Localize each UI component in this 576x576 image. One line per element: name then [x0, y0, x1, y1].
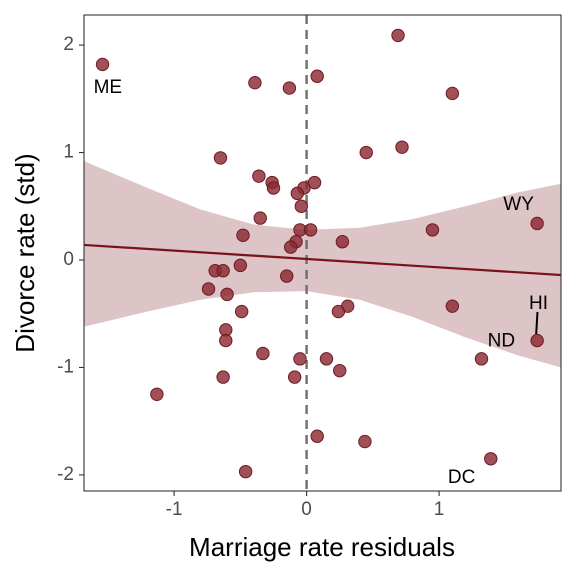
- data-point: [252, 169, 266, 183]
- data-point: [310, 429, 324, 443]
- point-label-wy: WY: [503, 194, 534, 215]
- data-point-nd: [474, 352, 489, 366]
- x-axis-title: Marriage rate residuals: [189, 532, 455, 562]
- y-tick-label: 1: [63, 142, 74, 163]
- y-tick-label: -1: [57, 356, 74, 377]
- data-point: [266, 181, 281, 195]
- y-tick-label: 0: [63, 249, 74, 270]
- y-tick-label: 2: [63, 34, 74, 55]
- hi-label-connector: [535, 311, 539, 335]
- point-label-nd: ND: [488, 331, 515, 352]
- data-point: [253, 211, 267, 225]
- data-point: [234, 304, 249, 319]
- regression-line: [84, 243, 561, 277]
- x-tick-label: 1: [434, 499, 445, 520]
- y-tick-label: -2: [57, 464, 74, 485]
- data-point-me: [95, 57, 110, 72]
- data-point-wy: [530, 216, 544, 231]
- data-point: [445, 86, 460, 101]
- data-point: [294, 199, 308, 213]
- data-point: [310, 69, 324, 83]
- data-point: [216, 264, 230, 278]
- panel-border: [83, 14, 562, 492]
- point-label-hi: HI: [529, 293, 548, 314]
- data-point: [333, 363, 347, 378]
- data-point: [280, 269, 294, 283]
- data-point: [220, 287, 234, 302]
- data-point: [238, 464, 253, 479]
- data-point: [256, 346, 270, 361]
- data-point: [425, 223, 440, 237]
- data-point: [358, 434, 372, 449]
- data-point: [248, 75, 262, 90]
- data-point: [290, 186, 305, 201]
- data-point: [282, 81, 297, 95]
- data-point: [445, 299, 460, 313]
- data-point: [287, 370, 302, 384]
- x-tick-label: 0: [301, 499, 312, 520]
- data-point: [216, 370, 230, 384]
- plot-area: ME WY HI ND DC: [84, 15, 561, 491]
- data-point: [391, 28, 405, 43]
- confidence-band: [84, 161, 561, 368]
- data-point-hi: [530, 333, 544, 348]
- x-tick-label: -1: [166, 499, 183, 520]
- y-axis-title: Divorce rate (std): [10, 153, 40, 352]
- data-point: [284, 240, 298, 254]
- point-label-me: ME: [94, 77, 123, 98]
- data-point: [319, 352, 334, 366]
- data-point-dc: [484, 452, 498, 466]
- data-point: [395, 140, 409, 154]
- data-point: [213, 151, 228, 165]
- data-point: [219, 333, 233, 348]
- point-label-dc: DC: [448, 467, 475, 488]
- data-point: [303, 223, 318, 237]
- data-point: [307, 175, 322, 190]
- data-point: [233, 258, 248, 273]
- data-point: [293, 352, 307, 366]
- data-point: [359, 145, 373, 160]
- axes: -1 0 1 -2 -1 0 1 2: [57, 34, 444, 520]
- data-point: [150, 387, 164, 401]
- data-point: [331, 304, 346, 319]
- data-point: [335, 235, 350, 249]
- data-point: [201, 282, 216, 296]
- data-point: [236, 228, 250, 242]
